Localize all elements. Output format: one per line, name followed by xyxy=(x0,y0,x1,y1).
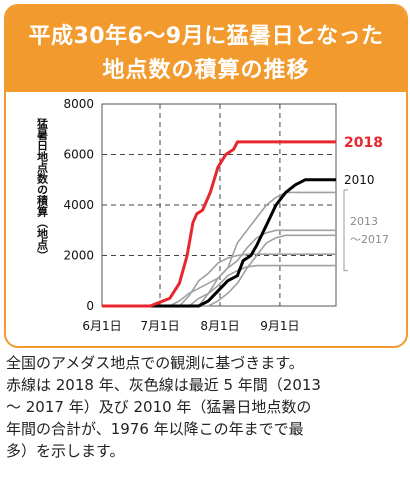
chart-title-line1: 平成30年6～9月に猛暑日となった xyxy=(28,24,384,49)
description-text: 全国のアメダス地点での観測に基づきます。 赤線は 2018 年、灰色線は最近 5… xyxy=(6,354,321,460)
label-2018: 2018 xyxy=(344,135,383,151)
series-line-2016 xyxy=(102,234,336,307)
y-tick-label: 4000 xyxy=(63,198,94,212)
series-layer xyxy=(102,140,336,308)
series-line-2015 xyxy=(102,229,336,307)
x-tick-label: 7月1日 xyxy=(140,319,179,333)
line-chart: 0 2000 4000 6000 8000 6月1日 7月1日 8月1日 9月1日 猛暑日地点… xyxy=(36,97,390,333)
label-2010: 2010 xyxy=(344,173,375,187)
plot-frame xyxy=(101,103,337,307)
y-tick-label: 8000 xyxy=(63,97,94,111)
gridlines xyxy=(102,104,336,306)
x-tick-label: 8月1日 xyxy=(200,319,239,333)
label-recent-years-end: ～2017 xyxy=(350,233,389,246)
series-line-2017 xyxy=(102,191,336,307)
chart-title-line2: 地点数の積算の推移 xyxy=(102,58,310,83)
y-tick-label: 6000 xyxy=(63,148,94,162)
series-line-2018 xyxy=(102,140,336,308)
series-line-2013 xyxy=(102,253,336,307)
y-tick-label: 0 xyxy=(86,299,94,313)
x-tick-label: 9月1日 xyxy=(260,319,299,333)
series-line-2010 xyxy=(102,178,336,308)
y-tick-labels: 0 2000 4000 6000 8000 xyxy=(63,97,94,313)
recent-years-bracket xyxy=(343,189,348,272)
x-tick-labels: 6月1日 7月1日 8月1日 9月1日 xyxy=(82,319,299,333)
title-banner: 平成30年6～9月に猛暑日となった 地点数の積算の推移 xyxy=(6,6,406,92)
x-tick-label: 6月1日 xyxy=(82,319,121,333)
series-line-2014 xyxy=(102,264,336,307)
label-recent-years-start: 2013 xyxy=(350,215,378,228)
y-axis-label: 猛暑日地点数の積算（地点） xyxy=(36,117,50,261)
chart-card: 平成30年6～9月に猛暑日となった 地点数の積算の推移 0 2000 4000 600… xyxy=(4,4,408,348)
y-tick-label: 2000 xyxy=(63,249,94,263)
